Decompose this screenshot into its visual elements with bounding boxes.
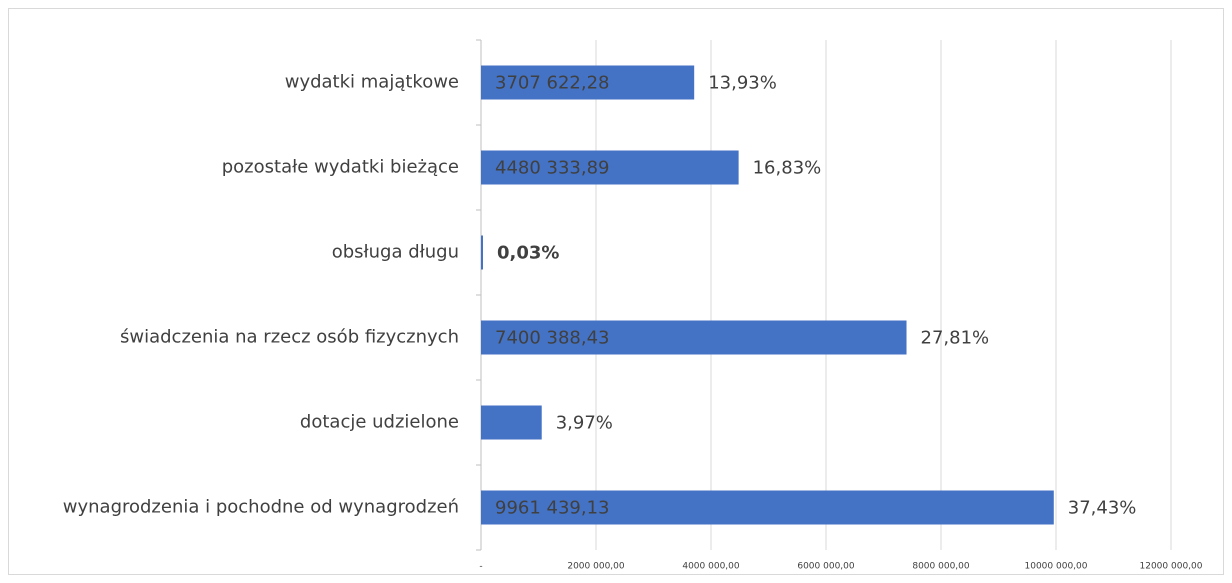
bar xyxy=(481,320,907,355)
x-tick-label: 12000 000,00 xyxy=(1140,562,1203,572)
chart-frame xyxy=(8,8,1224,575)
bar-share-label: 27,81% xyxy=(921,328,990,349)
bar-value-label: 4480 333,89 xyxy=(495,158,610,179)
y-tick-label: wynagrodzenia i pochodne od wynagrodzeń xyxy=(63,497,459,518)
bar-value-label: 9961 439,13 xyxy=(495,498,610,519)
y-tick-label: świadczenia na rzecz osób fizycznych xyxy=(120,327,459,348)
x-tick-label: 4000 000,00 xyxy=(682,562,740,572)
bar-share-label: 37,43% xyxy=(1068,498,1137,519)
bar-share-label: 0,03% xyxy=(497,243,559,264)
bar xyxy=(481,235,483,270)
bar-share-label: 16,83% xyxy=(753,158,822,179)
x-tick-label: - xyxy=(479,562,482,572)
bar-value-label: 7400 388,43 xyxy=(495,328,610,349)
y-tick-label: wydatki majątkowe xyxy=(285,72,459,93)
y-tick-label: dotacje udzielone xyxy=(300,412,459,433)
x-tick-label: 6000 000,00 xyxy=(797,562,855,572)
bar-value-label: 3707 622,28 xyxy=(495,73,610,94)
x-tick-label: 8000 000,00 xyxy=(912,562,970,572)
y-tick-label: obsługa długu xyxy=(332,242,459,263)
x-tick-label: 2000 000,00 xyxy=(567,562,625,572)
bar xyxy=(481,490,1054,525)
bar xyxy=(481,405,542,440)
bar xyxy=(481,150,739,185)
bar xyxy=(481,65,695,100)
bar-share-label: 13,93% xyxy=(708,73,777,94)
bar-share-label: 3,97% xyxy=(556,413,613,434)
y-tick-label: pozostałe wydatki bieżące xyxy=(222,157,459,178)
x-tick-label: 10000 000,00 xyxy=(1025,562,1088,572)
